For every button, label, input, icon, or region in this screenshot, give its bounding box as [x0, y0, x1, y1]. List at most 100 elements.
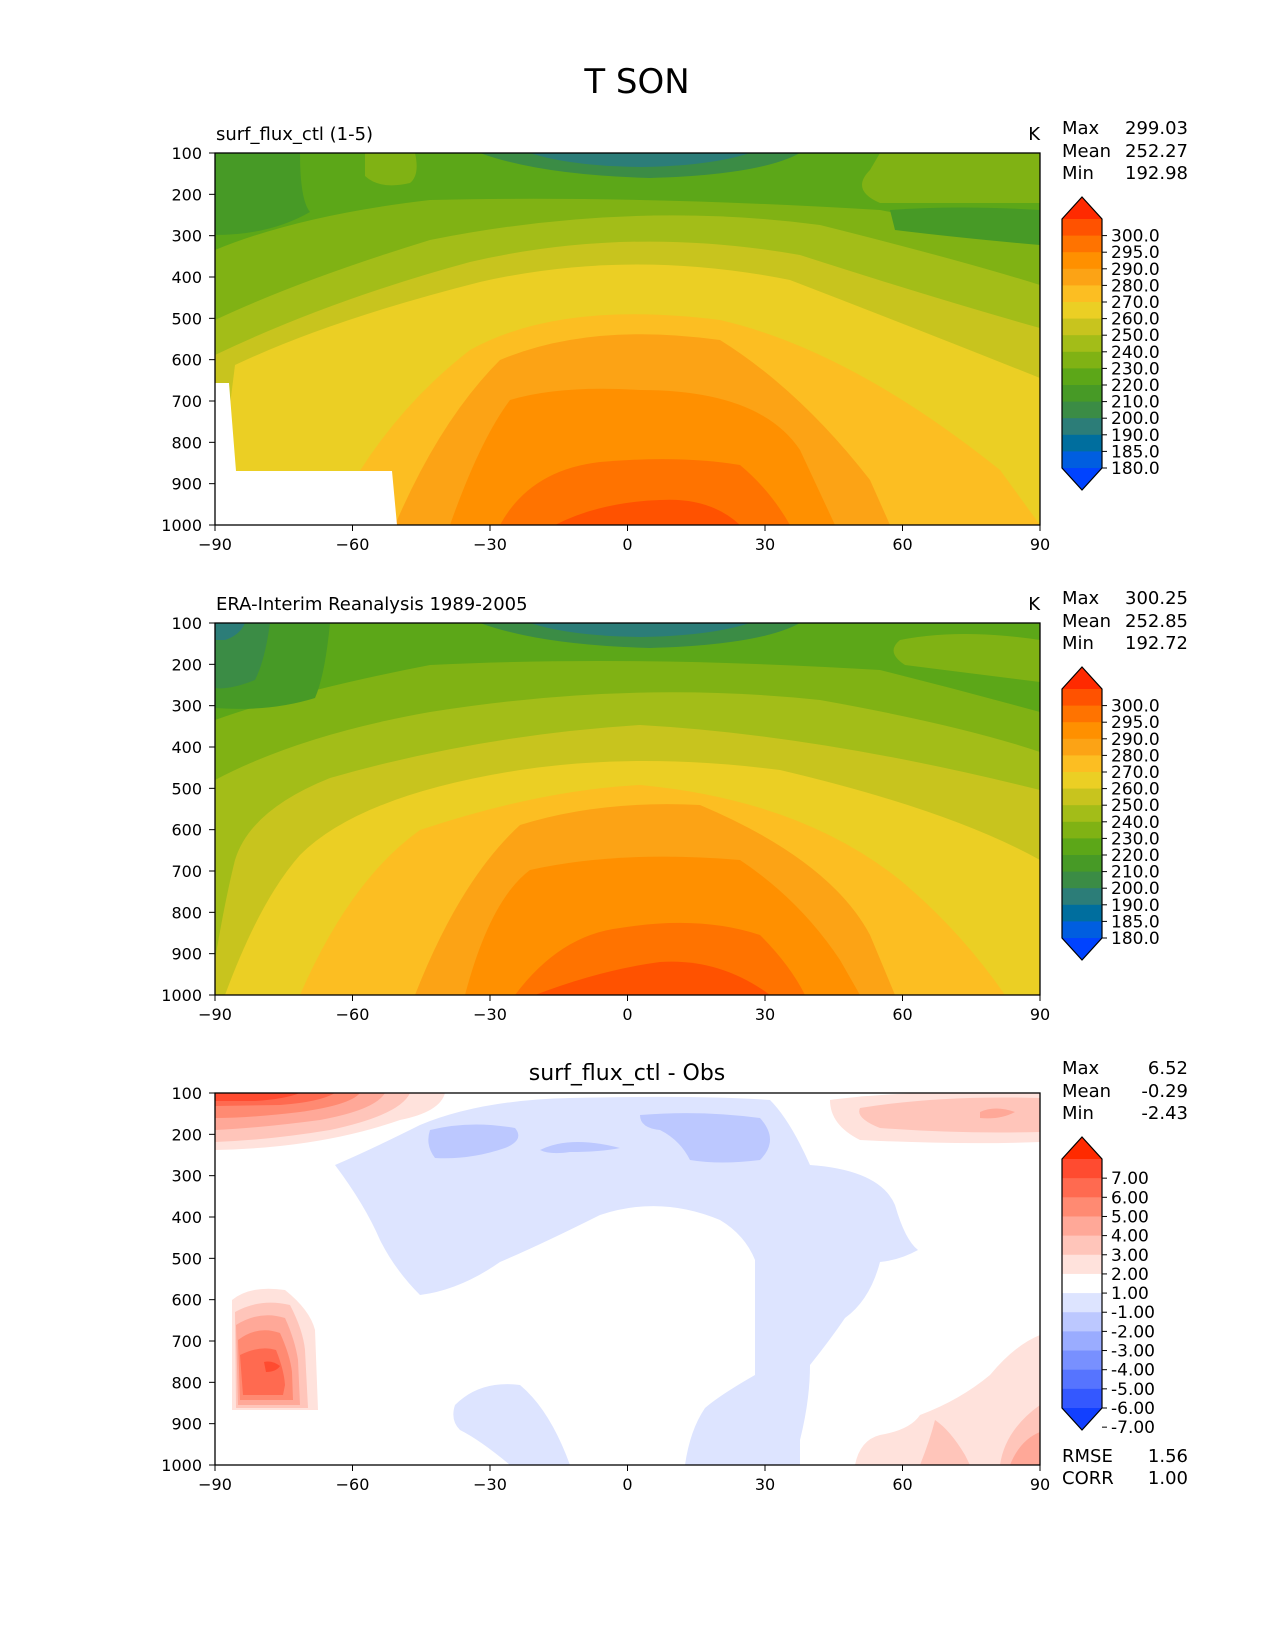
contour-band-model — [500, 459, 790, 525]
colorbar-swatch — [1062, 451, 1102, 469]
colorbar-swatch — [1062, 1331, 1102, 1352]
contour-band-diff — [335, 1096, 918, 1465]
y-tick-label: 900 — [171, 1415, 202, 1434]
colorbar-label: 3.00 — [1111, 1246, 1149, 1266]
colorbar-swatch — [1062, 788, 1102, 806]
y-tick-label: 400 — [171, 1208, 202, 1227]
colorbar-swatch — [1062, 1350, 1102, 1371]
stats-obs: Max 300.25 Mean 252.85 Min 192.72 — [1062, 588, 1188, 654]
contour-band-diff — [920, 1420, 970, 1465]
colorbar-swatch — [1062, 888, 1102, 906]
colorbar-swatch — [1062, 904, 1102, 922]
colorbar-extend-bottom — [1062, 1408, 1102, 1430]
x-tick-label: 0 — [622, 535, 632, 554]
colorbar-label: -1.00 — [1111, 1303, 1155, 1323]
contour-band-diff — [453, 1384, 570, 1465]
y-tick-label: 500 — [171, 779, 202, 798]
x-tick-label: −30 — [473, 1475, 507, 1494]
y-tick-label: 400 — [171, 738, 202, 757]
x-tick-label: 60 — [892, 535, 912, 554]
figure-title: T SON — [583, 62, 689, 102]
stat-label-mean: Mean — [1062, 611, 1111, 632]
x-tick-label: 60 — [892, 1475, 912, 1494]
contour-band-diff — [855, 1335, 1040, 1465]
colorbar-swatch — [1062, 705, 1102, 723]
colorbar-swatch — [1062, 285, 1102, 303]
stat-value-corr: 1.00 — [1148, 1468, 1188, 1489]
colorbar-label: -6.00 — [1111, 1399, 1155, 1419]
stat-value-min: -2.43 — [1141, 1103, 1188, 1124]
stat-value-max: 299.03 — [1125, 118, 1188, 139]
y-tick-label: 800 — [171, 433, 202, 452]
colorbar-label: 300.0 — [1111, 697, 1160, 717]
colorbar-label: -2.00 — [1111, 1322, 1155, 1342]
y-tick-label: 100 — [171, 1084, 202, 1103]
panel-title-obs: ERA-Interim Reanalysis 1989-2005 — [216, 594, 528, 615]
y-tick-label: 700 — [171, 392, 202, 411]
stats-diff: Max 6.52 Mean -0.29 Min -2.43 RMSE 1.56 … — [1062, 1058, 1188, 1489]
colorbar-label: 220.0 — [1111, 376, 1160, 396]
colorbar-label: -4.00 — [1111, 1361, 1155, 1381]
y-tick-label: 300 — [171, 1167, 202, 1186]
colorbar-label: 190.0 — [1111, 426, 1160, 446]
y-tick-label: 200 — [171, 1125, 202, 1144]
colorbar-label: 185.0 — [1111, 912, 1160, 932]
x-tick-label: 0 — [622, 1005, 632, 1024]
panel-title-diff: surf_flux_ctl - Obs — [529, 1061, 726, 1086]
colorbar-label: 230.0 — [1111, 359, 1160, 379]
colorbar-label: 290.0 — [1111, 260, 1160, 280]
x-tick-label: −60 — [336, 1475, 370, 1494]
colorbar-label: 260.0 — [1111, 780, 1160, 800]
colorbar-extend-bottom — [1062, 938, 1102, 960]
y-tick-label: 500 — [171, 1249, 202, 1268]
stat-label-max: Max — [1062, 118, 1100, 139]
stat-value-max: 300.25 — [1125, 588, 1188, 609]
colorbar-label: 260.0 — [1111, 310, 1160, 330]
colorbar-swatch — [1062, 1273, 1102, 1294]
colorbar-swatch — [1062, 1369, 1102, 1390]
contour-band-model — [215, 153, 1040, 250]
colorbar-label: 295.0 — [1111, 713, 1160, 733]
colorbar-swatch — [1062, 805, 1102, 823]
colorbar-swatch — [1062, 302, 1102, 320]
colorbar-swatch — [1062, 1159, 1102, 1179]
contour-field-diff — [215, 1093, 1040, 1465]
colorbar-label: 250.0 — [1111, 326, 1160, 346]
y-tick-label: 400 — [171, 268, 202, 287]
colorbar-swatch — [1062, 838, 1102, 856]
colorbar-label: 7.00 — [1111, 1169, 1149, 1189]
colorbar-swatch — [1062, 418, 1102, 436]
colorbar-label: 230.0 — [1111, 829, 1160, 849]
y-tick-label: 900 — [171, 945, 202, 964]
stats-model: Max 299.03 Mean 252.27 Min 192.98 — [1062, 118, 1188, 184]
colorbar-swatch — [1062, 235, 1102, 253]
colorbar-swatch — [1062, 1178, 1102, 1198]
x-tick-label: 0 — [622, 1475, 632, 1494]
y-tick-label: 1000 — [161, 516, 202, 535]
colorbar-swatch — [1062, 385, 1102, 403]
colorbar-swatch — [1062, 268, 1102, 286]
colorbar-label: 5.00 — [1111, 1207, 1149, 1227]
contour-band-diff — [1010, 1432, 1040, 1465]
y-tick-label: 700 — [171, 862, 202, 881]
colorbar-label: 190.0 — [1111, 896, 1160, 916]
colorbar-swatch — [1062, 434, 1102, 452]
contour-band-obs — [215, 623, 270, 689]
y-tick-label: 300 — [171, 697, 202, 716]
stat-label-mean: Mean — [1062, 1081, 1111, 1102]
stat-label-min: Min — [1062, 163, 1094, 184]
panel-diff: surf_flux_ctl - Obs 10020030040050060070… — [161, 1058, 1188, 1494]
x-tick-label: 90 — [1030, 1005, 1050, 1024]
y-tick-label: 700 — [171, 1332, 202, 1351]
units-label-obs: K — [1028, 594, 1041, 615]
y-tick-label: 200 — [171, 185, 202, 204]
colorbar-label: 280.0 — [1111, 746, 1160, 766]
colorbar-swatch — [1062, 318, 1102, 336]
contour-band-model — [862, 153, 1040, 203]
colorbar-model: 300.0295.0290.0280.0270.0260.0250.0240.0… — [1061, 196, 1160, 491]
contour-band-diff — [428, 1124, 519, 1159]
x-ticks-obs: −90 −60 −30 0 30 60 90 — [198, 995, 1050, 1024]
colorbar-label: 295.0 — [1111, 243, 1160, 263]
colorbar-swatch — [1062, 401, 1102, 419]
